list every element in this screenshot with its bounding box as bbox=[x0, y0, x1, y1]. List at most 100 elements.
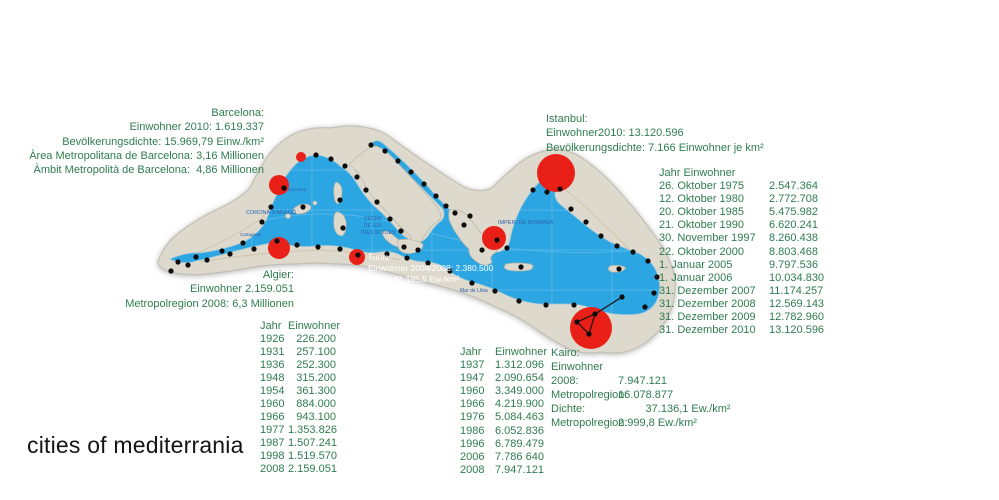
cell-jahr: Jahr bbox=[260, 320, 282, 332]
city-dot bbox=[382, 148, 388, 154]
text-line: Tunis: bbox=[368, 252, 391, 262]
info-row: Metropolregion: 2.999,8 Ew./km² bbox=[551, 416, 731, 430]
city-dot bbox=[642, 304, 648, 310]
city-dot bbox=[583, 219, 589, 225]
network-line bbox=[588, 313, 596, 335]
table-row: 22. Oktober 2000 8.803.468 bbox=[659, 245, 818, 259]
cell-einwohner: 3.349.000 bbox=[495, 385, 544, 398]
istanbul-info-block: Istanbul: Einwohner2010: 13.120.596 Bevölk… bbox=[546, 112, 764, 155]
info-row: Kairo: bbox=[551, 346, 731, 360]
cell-einwohner: 226.200 bbox=[296, 333, 336, 345]
city-dot bbox=[425, 260, 431, 266]
city-dot bbox=[467, 213, 473, 219]
city-dots bbox=[168, 142, 660, 337]
cell-einwohner: 12.782.960 bbox=[769, 311, 825, 324]
city-dot bbox=[415, 247, 421, 253]
city-dot bbox=[268, 204, 274, 210]
cell-jahr: 1986 bbox=[460, 424, 485, 437]
city-dot bbox=[294, 242, 300, 248]
cell-jahr: 20. Oktober 1985 bbox=[659, 206, 745, 219]
city-dot bbox=[337, 246, 343, 252]
cell-einwohner: 6.789.479 bbox=[495, 437, 544, 450]
cell-jahr: 12. Oktober 1980 bbox=[659, 193, 745, 206]
text-line: Einwohner2010: 13.120.596 bbox=[546, 127, 684, 140]
map-label: DE LES bbox=[364, 223, 382, 229]
cell-jahr: 1987 bbox=[260, 437, 285, 449]
city-dot bbox=[651, 290, 657, 296]
city-dot bbox=[516, 298, 522, 304]
network-line bbox=[594, 296, 623, 315]
map-label: REGNE bbox=[364, 216, 382, 222]
algier-info-block: Algier: Einwohner 2.159.051 Metropolregion… bbox=[58, 268, 294, 311]
city-dot bbox=[557, 186, 563, 192]
cell-einwohner: 2.090.654 bbox=[495, 372, 544, 385]
table-row: 1986 6.052.836 bbox=[460, 425, 555, 438]
city-dot bbox=[616, 266, 622, 272]
city-dot bbox=[193, 254, 199, 260]
info-row: Einwohner 2008: 7.947.121 bbox=[551, 360, 731, 388]
city-dot bbox=[315, 244, 321, 250]
greece-peninsula bbox=[448, 209, 498, 266]
table-row: 31. Dezember 2008 12.569.143 bbox=[659, 298, 824, 311]
cell-jahr: 31. Dezember 2007 bbox=[659, 284, 756, 297]
cell-jahr: 2008 bbox=[460, 463, 485, 476]
text-line: Dichte 11.195,5 Ew./km² bbox=[368, 273, 460, 284]
info-value: 2.999,8 Ew./km² bbox=[615, 417, 697, 429]
kairo-network-lines bbox=[576, 296, 623, 335]
city-dot bbox=[568, 206, 574, 212]
city-dot bbox=[543, 302, 549, 308]
city-dot bbox=[387, 216, 393, 222]
cell-einwohner: 8.803.468 bbox=[769, 245, 818, 258]
cell-jahr: 1954 bbox=[260, 385, 285, 397]
table-row: 26. Oktober 1975 2.547.364 bbox=[659, 180, 818, 193]
table-row: 2008 7.947.121 bbox=[460, 464, 555, 477]
cell-jahr: 2006 bbox=[460, 450, 485, 463]
city-dot bbox=[185, 262, 191, 268]
cell-einwohner: 12.569.143 bbox=[769, 297, 825, 310]
cell-jahr: 2008 bbox=[260, 463, 285, 475]
cell-jahr: 1977 bbox=[260, 424, 285, 436]
text-line: Àrea Metropolitana de Barcelona: 3,16 Mi… bbox=[29, 149, 264, 162]
cell-jahr: 31. Dezember 2010 bbox=[659, 324, 756, 337]
table-row: 1966 943.100 bbox=[260, 411, 336, 424]
city-dot bbox=[313, 152, 319, 158]
table-row: 1960 3.349.000 bbox=[460, 385, 555, 398]
text-line: Bevölkerungsdichte: 15.969,79 Einw./km² bbox=[62, 135, 264, 148]
text-line: Einwohner 2.159.051 bbox=[190, 283, 294, 296]
city-dot bbox=[175, 259, 181, 265]
cell-einwohner: Einwohner bbox=[288, 320, 340, 332]
map-labels: Barcelona CORONA D'ARAGÓ Cartagena REGNEDE … bbox=[240, 187, 554, 294]
info-label: Dichte: bbox=[551, 403, 586, 415]
table-row: 1. Januar 2006 10.034.830 bbox=[659, 272, 824, 285]
cell-jahr: 1966 bbox=[260, 411, 285, 423]
city-dot bbox=[447, 268, 453, 274]
table-row: 1996 6.789.479 bbox=[460, 438, 555, 451]
city-dot bbox=[469, 280, 475, 286]
cell-einwohner: 2.547.364 bbox=[769, 180, 818, 193]
table-row: 2006 7.786 640 bbox=[460, 451, 555, 464]
city-dot bbox=[251, 246, 257, 252]
cell-jahr: Jahr Einwohner bbox=[659, 167, 736, 179]
city-dot bbox=[494, 237, 500, 243]
map-label: Barcelona bbox=[286, 187, 307, 192]
table-header: Jahr Einwohner bbox=[659, 167, 811, 180]
city-marker-barcelona bbox=[269, 175, 289, 195]
city-dot bbox=[404, 255, 410, 261]
city-dot bbox=[398, 228, 404, 234]
city-marker-algier bbox=[268, 237, 290, 259]
table-row: 31. Dezember 2007 11.174.257 bbox=[659, 284, 823, 298]
table-row: 1998 1.519.570 bbox=[260, 450, 337, 463]
city-dot bbox=[368, 142, 374, 148]
network-line bbox=[576, 321, 590, 335]
city-dot bbox=[544, 189, 550, 195]
table-row: 1931 257.100 bbox=[260, 346, 336, 359]
city-dot bbox=[395, 158, 401, 164]
info-label: Metropolregion: bbox=[551, 417, 628, 429]
cell-jahr: 1948 bbox=[260, 372, 285, 384]
table-row: 1937 1.312.096 bbox=[460, 359, 555, 372]
cell-jahr: 1998 bbox=[260, 450, 285, 462]
cell-jahr: 22. Oktober 2000 bbox=[659, 245, 745, 258]
city-dot bbox=[598, 233, 604, 239]
island-menorca bbox=[312, 200, 318, 206]
info-row: Dichte: 37.136,1 Ew./km² bbox=[551, 402, 731, 416]
